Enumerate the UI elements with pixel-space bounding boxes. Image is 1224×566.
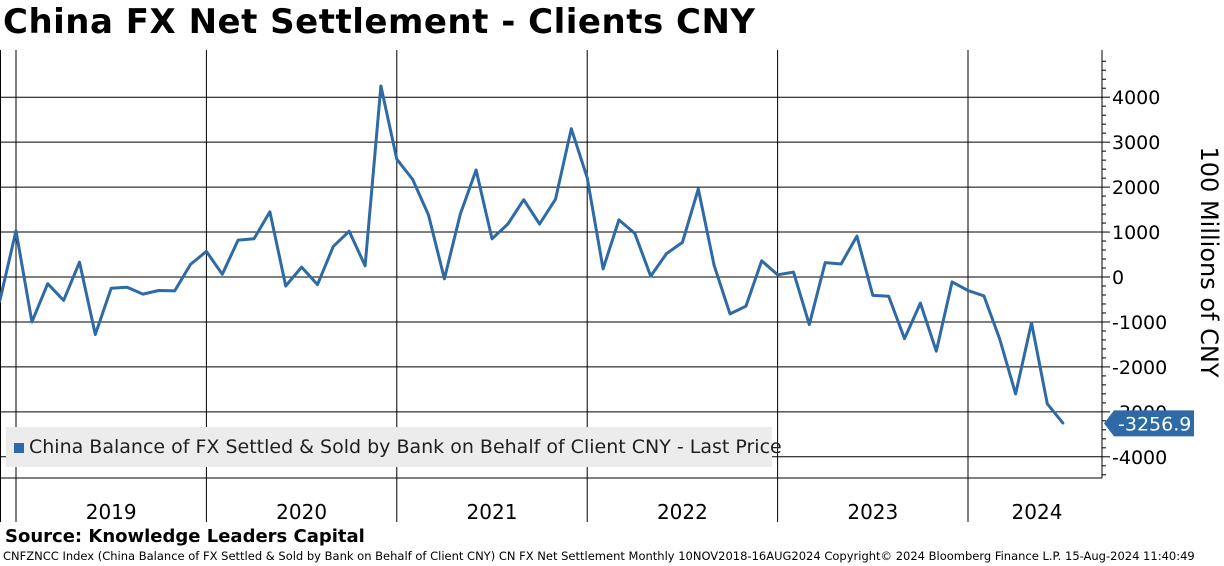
data-point [554,198,557,201]
data-point [427,213,430,217]
year-label-2019: 2019 [86,500,137,524]
data-point [221,273,224,276]
footer-note: CNFZNCC Index (China Balance of FX Settl… [3,549,1195,563]
horizontal-gridlines [0,96,1102,458]
data-point [252,237,256,240]
y-tick-label: -2000 [1112,357,1167,379]
data-point [919,301,922,305]
data-point [903,337,906,340]
data-point [348,230,351,233]
y-axis-title: 100 Millions of CNY [1195,146,1223,378]
data-point [887,295,890,298]
series-line [0,84,1065,425]
data-point [411,178,414,181]
data-point [1014,392,1017,396]
data-point [268,210,272,213]
year-label-2020: 2020 [276,500,327,524]
legend-label: China Balance of FX Settled & Sold by Ba… [29,436,782,458]
data-point [490,237,494,240]
data-point [78,261,81,264]
year-label-2022: 2022 [657,500,708,524]
data-point [855,234,859,238]
data-point [776,273,779,276]
data-point [141,292,145,296]
data-point [46,282,49,285]
data-point [300,265,303,269]
data-point [1030,321,1033,324]
data-point [125,286,129,289]
y-tick-label: 0 [1112,267,1124,289]
legend: China Balance of FX Settled & Sold by Ba… [6,427,782,467]
data-point [0,298,2,301]
data-point [744,305,748,308]
y-tick-label: 2000 [1112,177,1160,199]
data-point [728,312,732,316]
data-point [633,232,636,235]
data-point [998,337,1001,341]
data-point [538,222,541,226]
data-point [363,264,367,267]
y-tick-label: 4000 [1112,87,1160,109]
data-point [760,259,763,262]
year-label-2023: 2023 [847,500,898,524]
data-point [792,270,795,274]
data-point [62,299,65,302]
data-point [649,274,652,278]
data-point [506,222,510,226]
data-point [966,289,970,292]
data-point [586,176,589,179]
data-point [459,212,462,216]
data-point [110,287,113,290]
data-point [522,198,525,201]
y-tick-label: -1000 [1112,312,1167,334]
data-point [14,229,18,232]
data-point [284,284,287,288]
y-tick-label: 1000 [1112,222,1160,244]
data-point [617,218,621,222]
data-point [474,168,478,172]
y-tick-label: 3000 [1112,132,1160,154]
source-note: Source: Knowledge Leaders Capital [5,526,365,547]
data-point [332,245,335,248]
data-point [839,262,843,266]
chart-title: China FX Net Settlement - Clients CNY [3,2,756,42]
data-point [950,280,954,284]
last-price-badge [1104,410,1194,437]
vertical-gridlines [0,50,1102,522]
year-label-2021: 2021 [467,500,518,524]
legend-swatch [14,443,24,453]
data-point [570,127,573,130]
y-tick-label: -4000 [1112,447,1167,469]
data-point [601,267,605,271]
data-point [697,187,700,191]
data-point [808,323,811,326]
data-point [443,277,446,280]
data-point [935,350,938,353]
data-point [157,289,160,292]
data-point [30,320,34,324]
data-point [94,333,97,336]
data-point [871,294,874,297]
data-point [173,289,176,293]
x-axis-year-labels: 2019 2020 2021 2022 2023 2024 [86,500,1063,524]
data-point [189,263,192,266]
data-point [982,294,986,298]
data-point [379,84,383,88]
data-point [236,238,240,242]
last-price-marker: -3256.9 [1104,410,1194,437]
last-price-label: -3256.9 [1118,413,1191,435]
data-point [665,252,668,255]
data-point [1046,402,1049,405]
data-point [316,283,319,286]
data-point [681,241,684,244]
data-point [205,250,208,253]
data-point [824,261,827,264]
series-layer [0,84,1065,425]
data-point [395,158,398,161]
data-point [1062,422,1065,425]
data-point [712,264,716,267]
year-label-2024: 2024 [1012,500,1063,524]
